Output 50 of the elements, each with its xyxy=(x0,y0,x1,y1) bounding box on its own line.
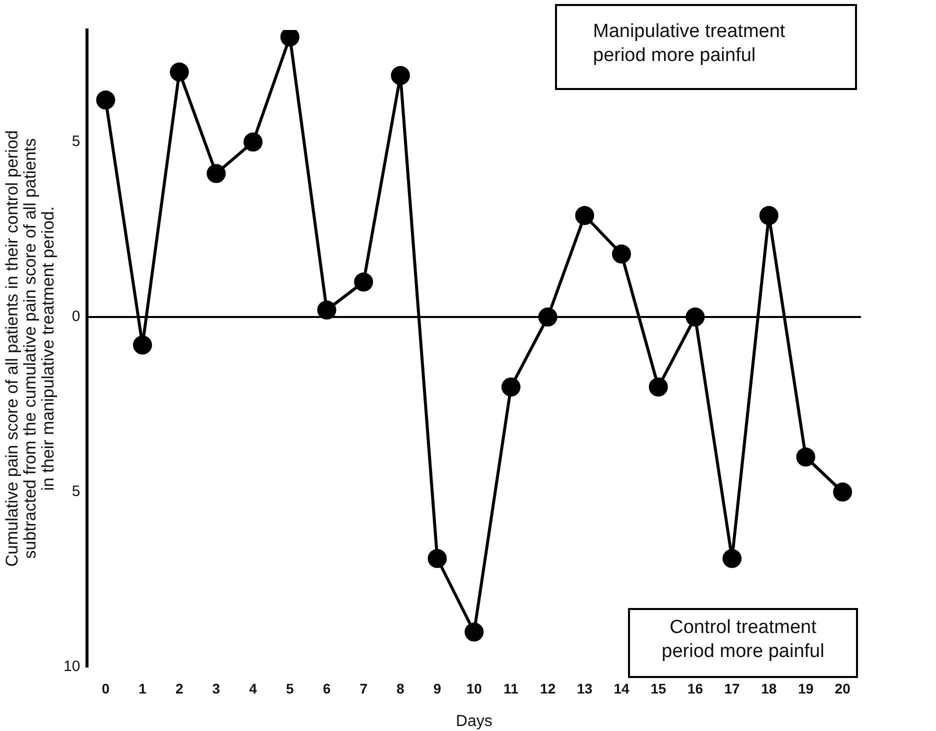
x-tick-label: 19 xyxy=(798,680,814,696)
x-axis-title: Days xyxy=(456,712,492,730)
x-tick-label: 18 xyxy=(761,680,777,696)
x-tick-label: 0 xyxy=(102,680,110,696)
point xyxy=(759,206,778,225)
x-tick-label: 13 xyxy=(576,680,593,696)
point xyxy=(501,378,520,396)
point xyxy=(833,482,852,502)
point xyxy=(648,378,668,396)
y-tick-label: 5 xyxy=(72,133,80,150)
point xyxy=(317,300,336,320)
point xyxy=(96,90,116,110)
point xyxy=(428,549,447,568)
point xyxy=(280,30,300,46)
point xyxy=(354,272,374,292)
x-tick-label: 9 xyxy=(433,680,442,696)
point xyxy=(464,622,484,642)
x-tick-label: 6 xyxy=(322,680,331,696)
x-tick-label: 2 xyxy=(175,680,184,696)
x-tick-label: 4 xyxy=(249,680,258,696)
point xyxy=(612,244,631,264)
point xyxy=(686,308,705,326)
x-tick-label: 16 xyxy=(687,680,704,696)
y-axis-title: Cumulative pain score of all patients in their control period subtracted from the cumulative pain score of all patients in their manipulative treatment period. xyxy=(2,130,58,567)
point xyxy=(133,336,152,354)
point xyxy=(390,66,410,85)
x-tick-label: 5 xyxy=(286,680,294,696)
y-tick-label: 5 xyxy=(72,483,80,500)
point xyxy=(538,308,558,326)
x-tick-label: 8 xyxy=(396,680,405,696)
point xyxy=(722,549,742,568)
point xyxy=(206,164,226,183)
y-tick-label: 10 xyxy=(64,658,80,676)
x-tick-label: 12 xyxy=(540,680,556,696)
x-tick-label: 1 xyxy=(138,680,147,696)
x-tick-label: 7 xyxy=(360,680,368,696)
point xyxy=(575,206,594,225)
x-tick-label: 3 xyxy=(212,680,220,696)
y-tick-label: 0 xyxy=(72,308,80,326)
x-tick-label: 14 xyxy=(614,680,630,696)
note-box: Manipulative treatment period more painful xyxy=(555,4,857,90)
point xyxy=(244,132,263,152)
note-box: Control treatment period more painful xyxy=(628,608,858,678)
x-tick-label: 11 xyxy=(504,680,519,696)
x-tick-label: 17 xyxy=(724,680,740,696)
x-tick-label: 10 xyxy=(466,680,482,696)
point xyxy=(170,62,189,82)
x-tick-label: 20 xyxy=(834,680,851,696)
point xyxy=(796,448,816,466)
x-tick-label: 15 xyxy=(650,680,666,696)
